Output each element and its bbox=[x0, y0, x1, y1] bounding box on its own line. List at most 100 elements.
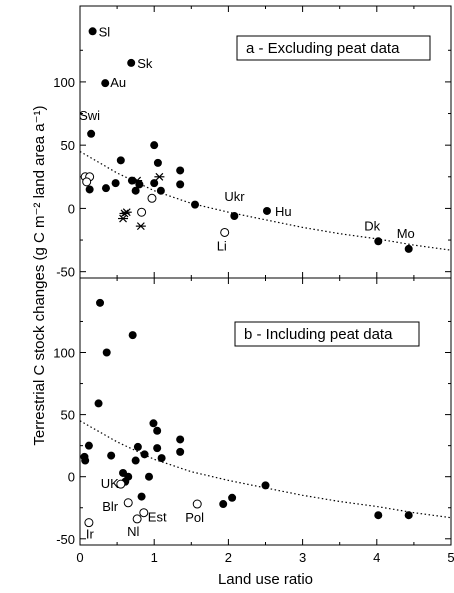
y-tick-label: 0 bbox=[68, 470, 75, 485]
data-point bbox=[116, 156, 125, 165]
data-point bbox=[176, 447, 185, 456]
data-point bbox=[261, 481, 270, 490]
data-point-open bbox=[82, 177, 92, 187]
data-point bbox=[131, 456, 140, 465]
data-point bbox=[128, 331, 137, 340]
data-point bbox=[149, 419, 158, 428]
data-point bbox=[111, 179, 120, 188]
data-point-open bbox=[147, 193, 157, 203]
data-point bbox=[153, 426, 162, 435]
point-label: Ir bbox=[86, 527, 95, 542]
y-tick-label: 50 bbox=[61, 408, 75, 423]
point-label: Blr bbox=[102, 499, 119, 514]
data-point bbox=[230, 212, 239, 221]
y-tick-label: 0 bbox=[68, 201, 75, 216]
data-point bbox=[153, 444, 162, 453]
data-point-open bbox=[132, 514, 142, 524]
point-label: Est bbox=[148, 510, 167, 525]
y-tick-label: 100 bbox=[53, 346, 75, 361]
data-point-asterisk bbox=[119, 209, 130, 218]
data-point bbox=[140, 450, 149, 459]
data-point-open bbox=[137, 207, 147, 217]
x-tick-label: 0 bbox=[76, 550, 83, 565]
data-point-asterisk bbox=[135, 222, 146, 231]
x-axis-title: Land use ratio bbox=[218, 571, 313, 588]
x-tick-label: 5 bbox=[447, 550, 454, 565]
point-label: Pol bbox=[185, 510, 204, 525]
data-point bbox=[127, 58, 136, 67]
data-point bbox=[107, 451, 116, 460]
y-tick-label: -50 bbox=[56, 532, 75, 547]
data-point bbox=[262, 206, 271, 215]
data-point bbox=[374, 511, 383, 520]
data-point bbox=[84, 441, 93, 450]
point-label: Au bbox=[110, 75, 126, 90]
x-tick-label: 3 bbox=[299, 550, 306, 565]
data-point bbox=[153, 158, 162, 167]
data-point bbox=[101, 184, 110, 193]
data-point bbox=[176, 180, 185, 189]
data-point bbox=[85, 185, 94, 194]
point-label: Li bbox=[217, 238, 227, 253]
data-point bbox=[133, 442, 142, 451]
y-tick-label: -50 bbox=[56, 265, 75, 280]
data-point bbox=[228, 493, 237, 502]
data-point-asterisk bbox=[132, 176, 143, 185]
panel-a-points bbox=[80, 27, 413, 253]
panel-a-title-box: a - Excluding peat data bbox=[236, 35, 431, 61]
data-point bbox=[176, 435, 185, 444]
data-point bbox=[157, 454, 166, 463]
data-point bbox=[94, 399, 103, 408]
point-label: UK bbox=[101, 476, 119, 491]
data-point bbox=[374, 237, 383, 246]
data-point-open bbox=[116, 479, 126, 489]
data-point bbox=[191, 200, 200, 209]
x-tick-label: 2 bbox=[225, 550, 232, 565]
point-label: Mo bbox=[397, 226, 415, 241]
data-point bbox=[135, 180, 144, 189]
panel-a-ticks: -50 0 50 100 bbox=[53, 6, 452, 280]
point-label: Sl bbox=[99, 24, 111, 39]
panel-a-title: a - Excluding peat data bbox=[246, 40, 400, 57]
panel-b-title-box: b - Including peat data bbox=[234, 321, 420, 347]
data-point-open bbox=[84, 518, 94, 528]
data-point bbox=[145, 472, 154, 481]
data-point bbox=[102, 348, 111, 357]
data-point bbox=[96, 298, 105, 307]
data-point bbox=[137, 492, 146, 501]
data-point bbox=[124, 472, 133, 481]
data-point bbox=[87, 129, 96, 138]
data-point-open bbox=[192, 499, 202, 509]
data-point bbox=[81, 456, 90, 465]
data-point bbox=[150, 141, 159, 150]
data-point-open bbox=[123, 498, 133, 508]
panel-a-point-labels: Sl Au Sk Swi Ukr Hu Dk Mo Li bbox=[79, 24, 415, 253]
y-tick-label: 100 bbox=[53, 75, 75, 90]
y-tick-label: 50 bbox=[61, 138, 75, 153]
panel-b-title: b - Including peat data bbox=[244, 326, 393, 343]
data-point bbox=[127, 176, 136, 185]
data-point-open bbox=[139, 508, 149, 518]
panel-b-points bbox=[80, 298, 413, 528]
data-point bbox=[131, 186, 140, 195]
data-point bbox=[404, 244, 413, 253]
data-point-asterisk bbox=[118, 214, 129, 223]
data-point bbox=[101, 79, 110, 88]
trend-line bbox=[79, 420, 452, 519]
data-point-open bbox=[220, 227, 230, 237]
point-label: Dk bbox=[364, 218, 380, 233]
data-point bbox=[219, 500, 228, 509]
point-label: Ukr bbox=[224, 189, 245, 204]
data-point-asterisk bbox=[154, 172, 165, 181]
trend-line bbox=[79, 150, 452, 251]
data-point bbox=[150, 179, 159, 188]
data-point bbox=[176, 166, 185, 175]
y-axis-title: Terrestrial C stock changes (g C m⁻² lan… bbox=[31, 105, 48, 445]
point-label: Swi bbox=[79, 108, 100, 123]
point-label: Hu bbox=[275, 204, 292, 219]
panel-b-point-labels: Ir UK Blr Nl Est Pol bbox=[86, 476, 204, 541]
panel-b-frame bbox=[79, 277, 452, 546]
point-label: Sk bbox=[137, 56, 153, 71]
